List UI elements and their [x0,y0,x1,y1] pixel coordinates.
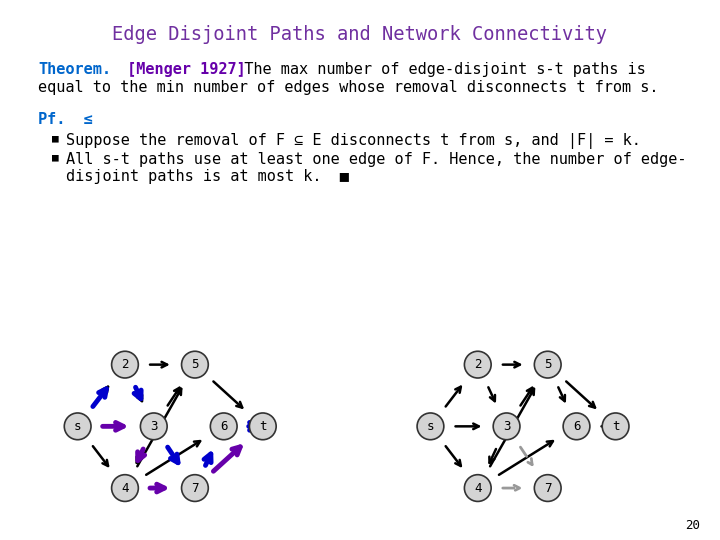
Text: 6: 6 [220,420,228,433]
FancyArrowPatch shape [150,484,164,492]
FancyArrowPatch shape [213,447,240,471]
FancyArrowPatch shape [566,381,595,408]
Circle shape [417,413,444,440]
Text: Suppose the removal of F ⊆ E disconnects t from s, and |F| = k.: Suppose the removal of F ⊆ E disconnects… [66,133,641,149]
Circle shape [464,351,491,378]
Text: Pf.  ≤: Pf. ≤ [38,112,93,127]
Text: All s-t paths use at least one edge of F. Hence, the number of edge-: All s-t paths use at least one edge of F… [66,152,686,167]
FancyArrowPatch shape [93,389,107,407]
Text: 7: 7 [192,482,199,495]
FancyArrowPatch shape [146,441,200,475]
FancyArrowPatch shape [521,388,532,406]
FancyArrowPatch shape [93,446,108,466]
FancyArrowPatch shape [503,485,520,491]
Circle shape [181,475,208,502]
FancyArrowPatch shape [446,446,461,466]
Text: 2: 2 [121,358,129,371]
FancyArrowPatch shape [456,423,479,429]
FancyArrowPatch shape [503,362,520,367]
FancyArrowPatch shape [103,422,123,430]
Text: The max number of edge-disjoint s-t paths is: The max number of edge-disjoint s-t path… [226,62,646,77]
FancyArrowPatch shape [521,447,532,465]
Text: 6: 6 [573,420,580,433]
Text: 4: 4 [474,482,482,495]
Circle shape [602,413,629,440]
FancyArrowPatch shape [601,423,613,429]
Text: 20: 20 [685,519,700,532]
FancyArrowPatch shape [213,381,242,408]
Circle shape [64,413,91,440]
Text: Edge Disjoint Paths and Network Connectivity: Edge Disjoint Paths and Network Connecti… [112,25,608,44]
Text: t: t [612,420,619,433]
Circle shape [249,413,276,440]
Text: [Menger 1927]: [Menger 1927] [118,62,246,77]
Text: Theorem.: Theorem. [38,62,111,77]
Circle shape [534,475,561,502]
Text: 7: 7 [544,482,552,495]
FancyArrowPatch shape [558,387,565,401]
Text: disjoint paths is at most k.  ■: disjoint paths is at most k. ■ [66,169,349,184]
Circle shape [210,413,237,440]
Text: 2: 2 [474,358,482,371]
FancyArrowPatch shape [490,389,534,467]
FancyArrowPatch shape [138,449,145,461]
FancyArrowPatch shape [134,387,141,399]
Text: 3: 3 [150,420,158,433]
FancyArrowPatch shape [488,387,495,401]
FancyArrowPatch shape [93,387,108,407]
Text: s: s [427,420,434,433]
Text: equal to the min number of edges whose removal disconnects t from s.: equal to the min number of edges whose r… [38,80,659,95]
FancyArrowPatch shape [168,447,178,463]
Text: 5: 5 [544,358,552,371]
Circle shape [534,351,561,378]
Circle shape [140,413,167,440]
FancyArrowPatch shape [446,387,461,407]
Text: ■: ■ [52,152,59,162]
FancyArrowPatch shape [168,388,179,406]
Circle shape [181,351,208,378]
Circle shape [563,413,590,440]
Text: 5: 5 [192,358,199,371]
Circle shape [464,475,491,502]
FancyArrowPatch shape [490,449,496,463]
FancyArrowPatch shape [150,362,167,367]
FancyArrowPatch shape [138,389,181,467]
Circle shape [112,475,138,502]
FancyArrowPatch shape [248,422,257,430]
Text: 4: 4 [121,482,129,495]
FancyArrowPatch shape [135,387,142,401]
Text: 3: 3 [503,420,510,433]
FancyArrowPatch shape [204,454,211,465]
Text: ■: ■ [52,133,59,143]
Circle shape [112,351,138,378]
Text: s: s [74,420,81,433]
FancyArrowPatch shape [248,423,260,429]
FancyArrowPatch shape [499,441,553,475]
Text: t: t [259,420,266,433]
Circle shape [493,413,520,440]
FancyArrowPatch shape [137,449,143,463]
